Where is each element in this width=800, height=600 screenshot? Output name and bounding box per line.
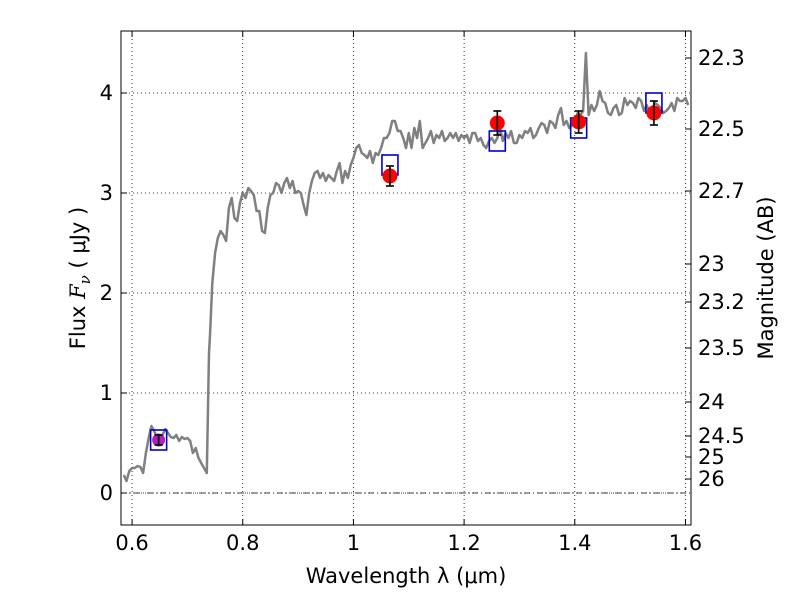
grid	[121, 31, 691, 525]
x-tick-label: 0.8	[226, 531, 259, 555]
x-tick-label: 1.4	[558, 531, 591, 555]
magnitude-tick-label: 24	[698, 390, 725, 414]
magnitude-tick-label: 23	[698, 252, 725, 276]
y-tick-label: 1	[100, 381, 113, 405]
y-label-suffix: ( μJy )	[66, 207, 90, 275]
magnitude-tick-label: 23.5	[698, 336, 745, 360]
model-box-mark	[149, 429, 168, 451]
data-marks	[149, 92, 663, 451]
y-tick-label: 4	[100, 81, 113, 105]
magnitude-tick-label: 22.3	[698, 46, 745, 70]
magnitude-tick-label: 22.7	[698, 179, 745, 203]
magnitude-tick-label: 23.2	[698, 290, 745, 314]
magnitude-tick-label: 24.5	[698, 424, 745, 448]
right-axis-label: Magnitude (AB)	[754, 196, 778, 359]
y-tick-label: 0	[100, 481, 113, 505]
y-tick-label: 2	[100, 281, 113, 305]
y-label-prefix: Flux	[66, 299, 90, 349]
plot-frame	[120, 30, 692, 526]
y-tick-label: 3	[100, 181, 113, 205]
model-spectrum-line	[122, 51, 690, 483]
axis-ticks: 0.6 0.8 1 1.2 1.4 1.60123422.322.522.72323.22…	[100, 31, 745, 555]
y-label-subscript: ν	[76, 275, 94, 284]
x-tick-label: 1.6	[669, 531, 702, 555]
x-axis-label: Wavelength λ (μm)	[306, 564, 507, 588]
x-tick-label: 1.2	[447, 531, 480, 555]
x-tick-label: 1	[347, 531, 360, 555]
magnitude-tick-label: 22.5	[698, 117, 745, 141]
y-label-symbol: F	[66, 283, 90, 300]
x-tick-label: 0.6	[115, 531, 148, 555]
magnitude-tick-label: 26	[698, 467, 725, 491]
magnitude-tick-label: 25	[698, 445, 725, 469]
y-axis-label: Flux Fν ( μJy )	[66, 207, 94, 349]
